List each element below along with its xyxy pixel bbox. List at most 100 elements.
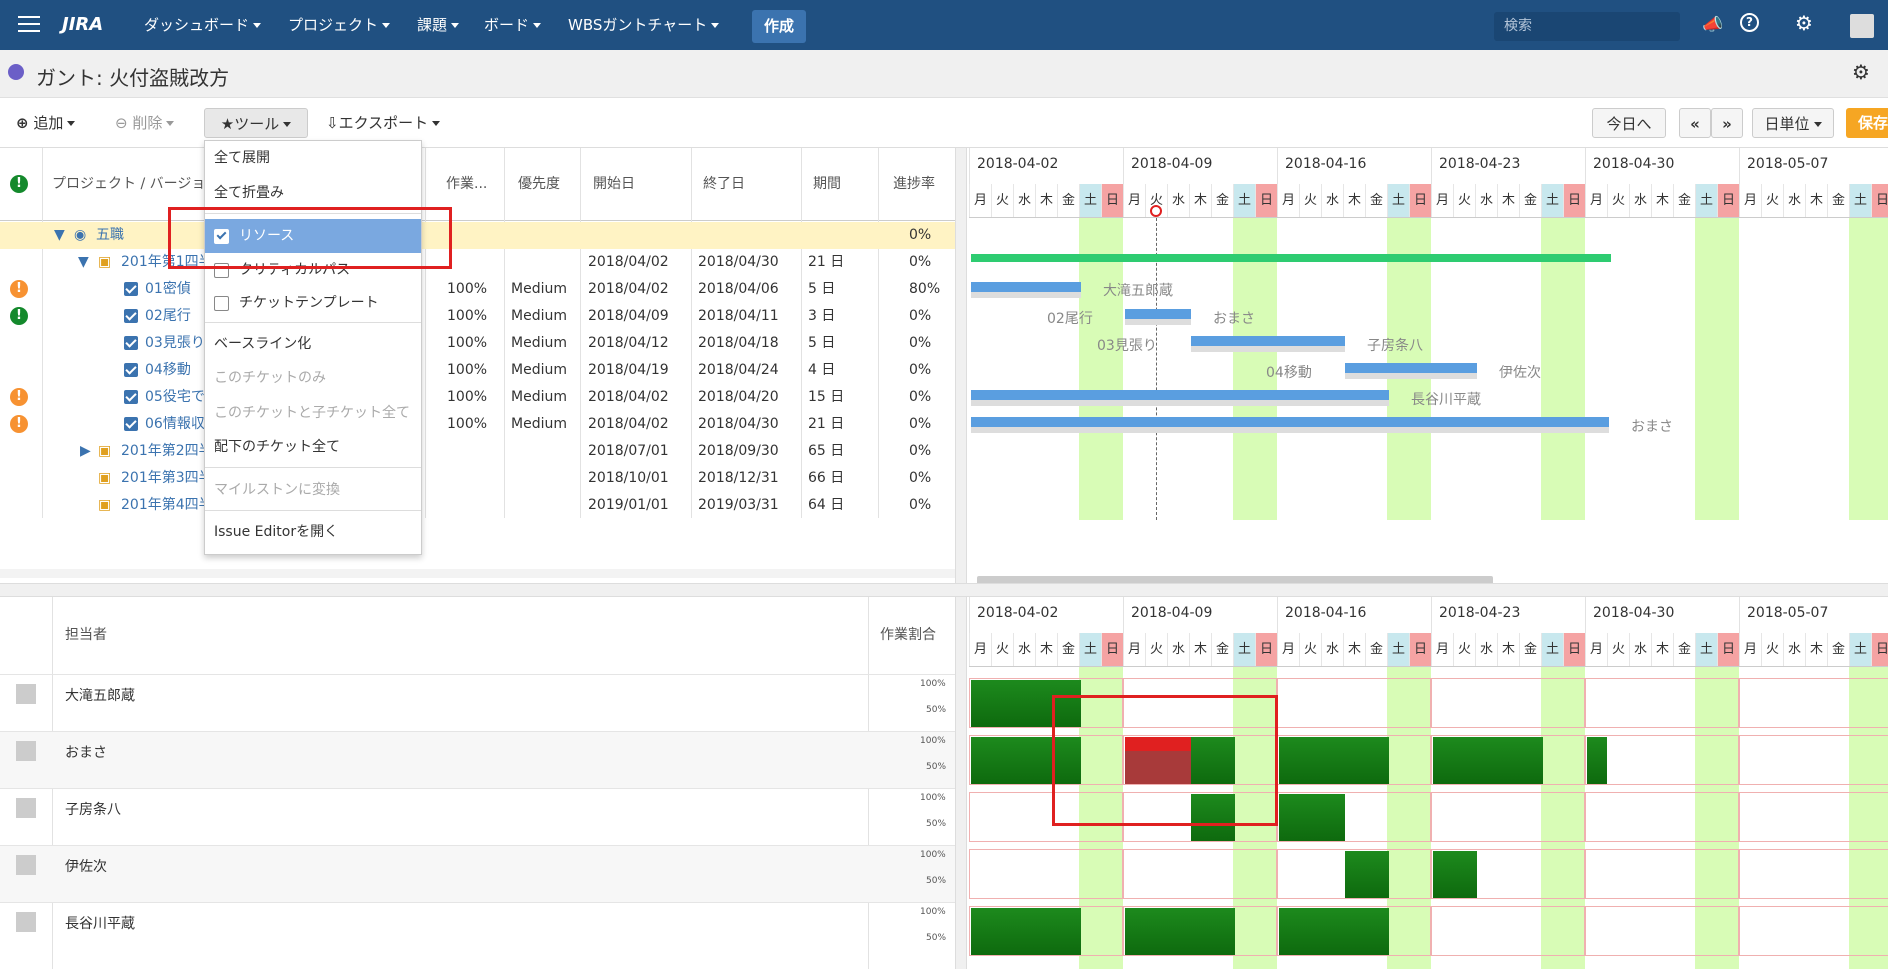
export-button[interactable]: ⇩エクスポート [326,108,441,138]
help-icon[interactable]: ? [1740,13,1759,32]
issue-checkbox[interactable] [124,303,138,330]
page-settings-gear-icon[interactable]: ⚙ [1852,60,1870,84]
table-row[interactable]: ▣ 201年第4四半 2019/01/01 2019/03/31 64 日 0% [0,492,955,519]
jira-logo[interactable]: JIRA [62,14,104,35]
collapsed-arrow-icon[interactable]: ▶ [80,443,91,459]
table-row[interactable]: ▼ ▣ 201年第1四半期 2018/04/02 2018/04/30 21 日… [0,249,955,276]
menu-all-children[interactable]: 配下のチケット全て [214,439,340,455]
resource-checkbox[interactable] [214,228,229,244]
add-button[interactable]: ⊕ 追加 [16,108,76,138]
task-bar-02[interactable] [1125,309,1191,319]
table-row[interactable]: ▼ ◉ 五職 0% [0,222,955,249]
table-row[interactable]: 04移動 100% Medium 2018/04/19 2018/04/24 4 日 0% [0,357,955,384]
menu-icon[interactable] [18,16,40,34]
row-name[interactable]: 201年第4四半 [121,497,213,513]
issue-checkbox[interactable] [124,330,138,357]
expand-arrow-icon[interactable]: ▼ [78,254,89,270]
tools-button[interactable]: ★ツール [204,108,308,138]
user-avatar[interactable] [1850,14,1874,38]
row-name[interactable]: 06情報収 [145,416,205,432]
col-header-work[interactable]: 作業... [446,176,488,192]
load-bar[interactable] [1433,737,1543,784]
save-button[interactable]: 保存 [1846,108,1888,138]
load-bar[interactable] [971,737,1081,784]
create-button[interactable]: 作成 [752,10,806,43]
pane-splitter[interactable] [955,148,967,969]
load-bar[interactable] [1191,794,1235,841]
table-row[interactable]: 03見張り 100% Medium 2018/04/12 2018/04/18 5 日 0% [0,330,955,357]
row-name[interactable]: 五職 [96,227,124,243]
menu-expand-all[interactable]: 全て展開 [214,150,270,166]
gantt-horizontal-scrollbar[interactable] [977,576,1493,583]
prev-button[interactable]: « [1679,108,1711,138]
col-header-assignee[interactable]: 担当者 [65,627,107,643]
task-bar-06[interactable] [971,417,1609,427]
row-name[interactable]: 201年第2四半 [121,443,213,459]
nav-dashboard[interactable]: ダッシュボード [144,0,262,50]
issue-checkbox[interactable] [124,384,138,411]
col-header-priority[interactable]: 優先度 [518,176,560,192]
issue-checkbox[interactable] [124,276,138,303]
unit-select[interactable]: 日単位 [1752,108,1834,138]
load-bar[interactable] [1279,908,1389,955]
nav-board[interactable]: ボード [484,0,542,50]
resource-row[interactable]: 子房条八 100% 50% [0,788,955,845]
pane-divider[interactable] [0,583,1888,597]
load-bar[interactable] [1433,851,1477,898]
row-name[interactable]: 05役宅で [145,389,205,405]
resource-row[interactable]: 伊佐次 100% 50% [0,845,955,902]
load-bar[interactable] [1279,737,1389,784]
col-header-end[interactable]: 終了日 [703,176,745,192]
menu-resource[interactable]: リソース [205,219,421,253]
nav-project[interactable]: プロジェクト [288,0,391,50]
horizontal-scrollbar[interactable] [0,569,955,578]
row-name[interactable]: 201年第3四半 [121,470,213,486]
task-bar-01[interactable] [971,282,1081,292]
load-bar[interactable] [1125,908,1235,955]
load-bar[interactable] [971,908,1081,955]
menu-ticket-template[interactable]: チケットテンプレート [205,286,421,320]
table-row[interactable]: ! 01密偵 100% Medium 2018/04/02 2018/04/06 5 日 80… [0,276,955,303]
row-name[interactable]: 03見張り [145,335,205,351]
col-header-ratio[interactable]: 作業割合 [880,627,936,643]
resource-row[interactable]: 長谷川平蔵 100% 50% [0,902,955,959]
delete-button[interactable]: ⊖ 削除 [115,108,175,138]
task-bar-05[interactable] [971,390,1389,400]
table-row[interactable]: ▶ ▣ 201年第2四半 2018/07/01 2018/09/30 65 日 … [0,438,955,465]
settings-gear-icon[interactable]: ⚙ [1795,11,1813,35]
load-bar[interactable] [1587,737,1607,784]
col-header-name[interactable]: プロジェクト / バージョン [52,176,220,192]
search-input[interactable]: 検索 [1494,12,1680,41]
issue-checkbox[interactable] [124,411,138,438]
row-name[interactable]: 01密偵 [145,281,191,297]
today-button[interactable]: 今日へ [1592,108,1666,138]
table-row[interactable]: ! 02尾行 100% Medium 2018/04/09 2018/04/11 3 日 0% [0,303,955,330]
load-bar[interactable] [1191,737,1235,784]
row-name[interactable]: 02尾行 [145,308,191,324]
ticket-template-checkbox[interactable] [214,295,229,311]
col-header-start[interactable]: 開始日 [593,176,635,192]
table-row[interactable]: ! 06情報収 100% Medium 2018/04/02 2018/04/30 21 日… [0,411,955,438]
task-bar-04[interactable] [1345,363,1477,373]
load-bar[interactable] [1279,794,1345,841]
table-row[interactable]: ! 05役宅で 100% Medium 2018/04/02 2018/04/20 15 日… [0,384,955,411]
expand-arrow-icon[interactable]: ▼ [54,227,65,243]
table-row[interactable]: ▣ 201年第3四半 2018/10/01 2018/12/31 66 日 0% [0,465,955,492]
load-bar[interactable] [1125,737,1191,784]
nav-issues[interactable]: 課題 [417,0,460,50]
load-bar[interactable] [971,680,1081,727]
megaphone-icon[interactable]: 📣 [1702,15,1724,35]
summary-bar[interactable] [971,254,1611,262]
menu-baseline[interactable]: ベースライン化 [214,336,312,352]
nav-wbs-gantt[interactable]: WBSガントチャート [568,0,720,50]
issue-checkbox[interactable] [124,357,138,384]
next-button[interactable]: » [1711,108,1743,138]
col-header-progress[interactable]: 進捗率 [893,176,935,192]
menu-issue-editor[interactable]: Issue Editorを開く [214,524,339,540]
row-name[interactable]: 04移動 [145,362,191,378]
resource-row[interactable]: 大滝五郎蔵 100% 50% [0,674,955,731]
load-bar[interactable] [1345,851,1389,898]
resource-row[interactable]: おまさ 100% 50% [0,731,955,788]
col-header-period[interactable]: 期間 [813,176,841,192]
menu-collapse-all[interactable]: 全て折畳み [214,185,284,201]
